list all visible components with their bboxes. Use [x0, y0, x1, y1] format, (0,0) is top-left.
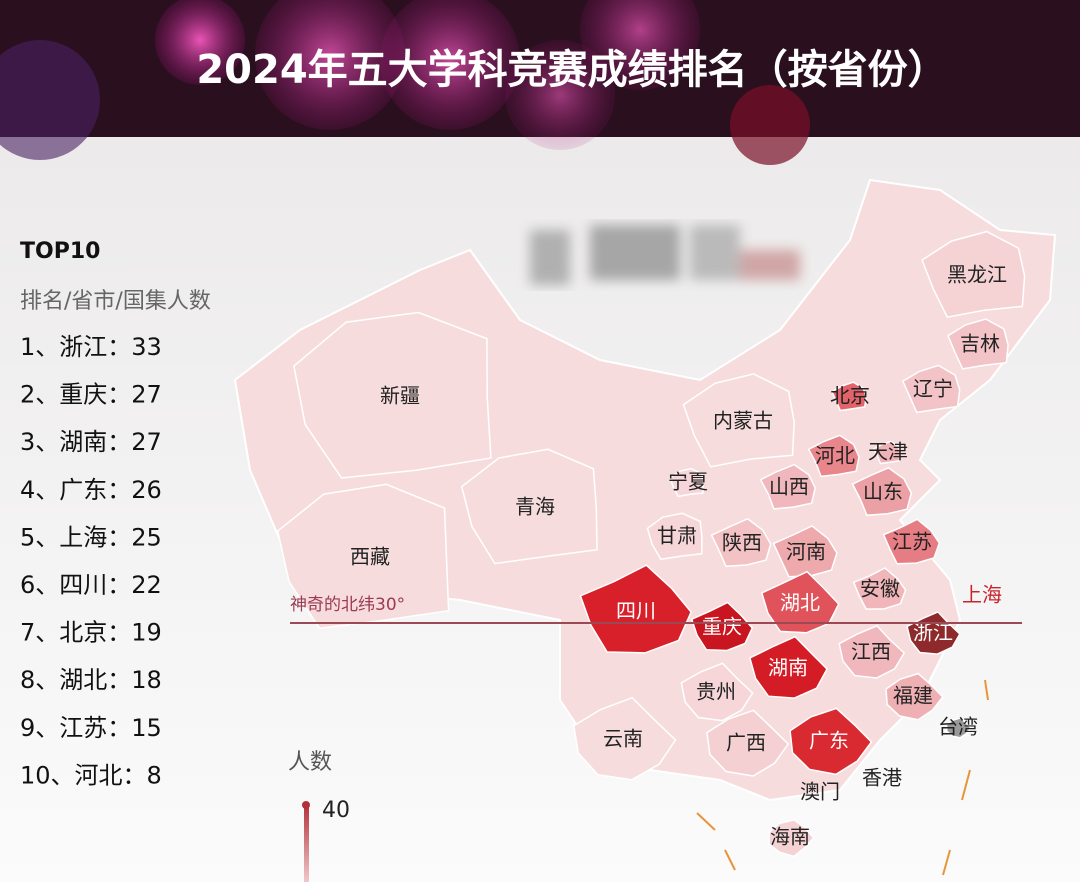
province-label: 宁夏 [668, 470, 708, 494]
province-label: 安徽 [860, 577, 900, 601]
province-shape [710, 517, 772, 568]
province-label: 四川 [616, 599, 656, 623]
province-shape [947, 318, 1009, 370]
province-shape [276, 483, 450, 630]
province-label: 湖北 [780, 591, 820, 615]
legend-max: 40 [322, 798, 350, 823]
province-label: 上海 [962, 583, 1002, 607]
province-label: 浙江 [913, 621, 953, 645]
ranking-item: 3、湖南：27 [20, 428, 162, 456]
province-shape [460, 448, 598, 565]
province-label: 澳门 [800, 780, 840, 804]
province-label: 江西 [851, 640, 891, 664]
province-label: 福建 [893, 684, 933, 708]
province-label: 湖南 [768, 656, 808, 680]
province-shape [838, 624, 906, 679]
province-shape [682, 373, 795, 468]
province-shape [680, 662, 754, 722]
province-shape [901, 364, 961, 414]
province-label: 山东 [863, 480, 903, 504]
province-shape [945, 717, 972, 739]
province-shape [706, 709, 790, 777]
province-shape [789, 707, 873, 776]
province-shape [772, 525, 838, 578]
province-shape [885, 672, 944, 721]
ranking-item: 5、上海：25 [20, 523, 162, 551]
province-label: 重庆 [702, 615, 742, 639]
province-label: 山西 [769, 475, 809, 499]
header: 2024年五大学科竞赛成绩排名（按省份） [0, 0, 1080, 165]
ranking-subheading: 排名/省市/国集人数 [20, 289, 211, 314]
ranking-item: 2、重庆：27 [20, 381, 162, 409]
ranking-heading: TOP10 [20, 239, 100, 264]
province-shape [852, 567, 907, 610]
province-label: 新疆 [380, 384, 420, 408]
ranking-item: 9、江苏：15 [20, 714, 162, 742]
province-shape [851, 466, 913, 517]
legend-title: 人数 [288, 750, 332, 775]
province-label: 广东 [809, 729, 849, 753]
ranking-item: 10、河北：8 [20, 761, 162, 789]
latitude-label: 神奇的北纬30° [290, 595, 405, 615]
province-label: 台湾 [938, 715, 978, 739]
province-shape [760, 570, 840, 634]
province-label: 内蒙古 [713, 409, 773, 433]
province-shape [669, 467, 704, 498]
province-shape [872, 440, 902, 465]
province-label: 辽宁 [913, 377, 953, 401]
province-label: 吉林 [960, 332, 1000, 356]
province-shape [807, 434, 860, 478]
province-shape [572, 696, 677, 781]
province-label: 香港 [862, 766, 902, 790]
province-label: 天津 [868, 440, 908, 464]
sea-lines [696, 679, 989, 876]
province-shape [646, 512, 703, 561]
province-shape [759, 463, 816, 510]
province-label: 贵州 [696, 680, 736, 704]
province-shape [579, 564, 692, 654]
province-shape [768, 819, 815, 858]
province-label: 广西 [726, 731, 766, 755]
blurred-watermark [530, 225, 800, 285]
province-label: 河南 [786, 540, 826, 564]
province-label: 云南 [603, 727, 643, 751]
province-label: 黑龙江 [947, 263, 1007, 287]
ranking-item: 8、湖北：18 [20, 666, 162, 694]
province-shape [882, 518, 941, 565]
province-label: 江苏 [892, 530, 932, 554]
ranking: TOP10 排名/省市/国集人数 [20, 239, 211, 314]
province-label: 北京 [830, 384, 870, 408]
province-label: 西藏 [350, 545, 390, 569]
province-label: 甘肃 [657, 524, 697, 548]
province-label: 青海 [515, 495, 555, 519]
province-shape [830, 381, 867, 412]
province-shape [690, 601, 754, 652]
province-shape [293, 311, 492, 479]
province-shape [921, 230, 1026, 318]
ranking-item: 7、北京：19 [20, 619, 162, 647]
province-shape [749, 635, 828, 699]
ranking-item: 4、广东：26 [20, 476, 162, 504]
legend: 人数 40 [288, 750, 350, 882]
province-label: 河北 [815, 444, 855, 468]
province-label: 海南 [770, 825, 810, 849]
ranking-item: 1、浙江：33 [20, 333, 162, 361]
ranking-item: 6、四川：22 [20, 571, 162, 599]
title: 2024年五大学科竞赛成绩排名（按省份） [196, 47, 947, 93]
province-label: 陕西 [722, 531, 762, 555]
